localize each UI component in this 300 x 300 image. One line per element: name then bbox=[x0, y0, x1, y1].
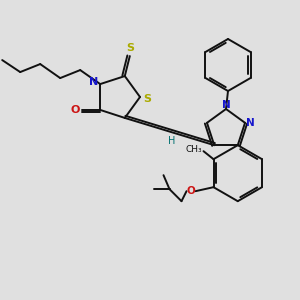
Text: S: S bbox=[143, 94, 151, 104]
Text: O: O bbox=[186, 186, 195, 196]
Text: H: H bbox=[168, 136, 175, 146]
Text: CH₃: CH₃ bbox=[185, 145, 202, 154]
Text: N: N bbox=[246, 118, 254, 128]
Text: S: S bbox=[126, 43, 134, 53]
Text: O: O bbox=[70, 105, 80, 115]
Text: N: N bbox=[222, 100, 230, 110]
Text: N: N bbox=[88, 77, 98, 87]
